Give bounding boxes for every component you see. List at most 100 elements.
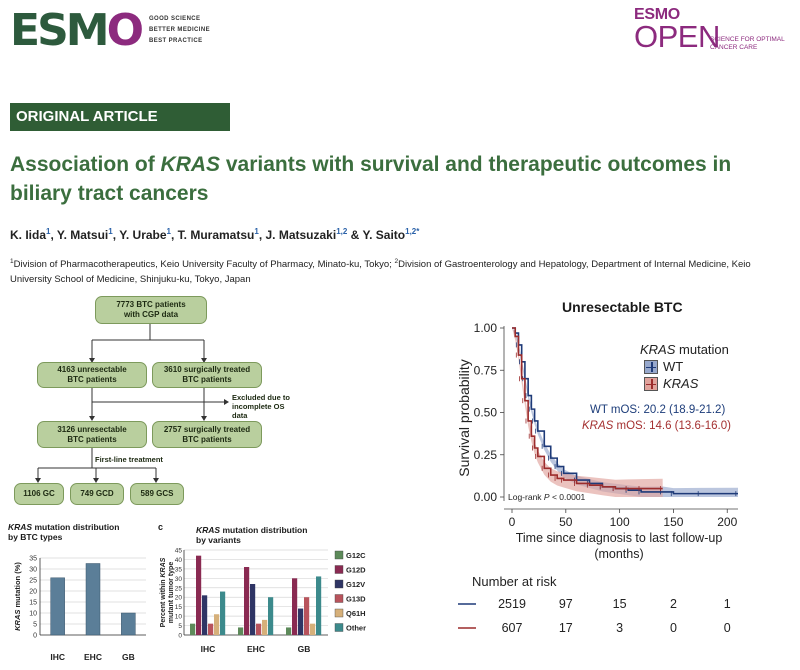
flow-box-unresectable: 4163 unresectable BTC patients — [37, 362, 147, 388]
y-label-line1: Percent within KRAS — [160, 557, 167, 627]
esmo-logo-letter: M — [65, 5, 110, 56]
author-list: K. Iida1, Y. Matsui1, Y. Urabe1, T. Mura… — [10, 227, 419, 242]
y-tick-label: 45 — [175, 548, 183, 555]
legend-label: Q61H — [346, 609, 366, 618]
swatch-v — [651, 361, 653, 372]
km-survival-plot: Unresectable BTC Survival probability 0.… — [440, 292, 800, 670]
esmo-logo-letter: O — [106, 5, 144, 56]
x-tick-label: IHC — [50, 652, 65, 662]
author-separator: , — [171, 228, 178, 242]
author-name: T. Muramatsu — [177, 228, 255, 242]
bar-g12d — [244, 567, 250, 635]
bar-g12v — [250, 584, 256, 635]
flow-first-line-label: First-line treatment — [95, 455, 163, 464]
esmo-logo-letter: S — [37, 5, 69, 56]
legend-label-wt: WT — [663, 359, 684, 374]
legend-label-kras: KRAS — [663, 376, 699, 391]
author-name: Y. Saito — [362, 228, 406, 242]
legend-label: Other — [346, 624, 366, 633]
esmo-open-logo: ESMO OPEN SCIENCE FOR OPTIMAL CANCER CAR… — [634, 6, 800, 56]
km-mos-wt: WT mOS: 20.2 (18.9-21.2) — [590, 404, 726, 416]
esmo-tagline-line: BETTER MEDICINE — [148, 27, 210, 33]
chart-title-rest: mutation distribution — [220, 525, 308, 535]
bar-q61h — [262, 619, 268, 635]
risk-value: 3 — [616, 621, 623, 635]
esmo-logo: ESMO GOOD SCIENCE BETTER MEDICINE BEST P… — [10, 8, 210, 54]
legend-swatch — [334, 565, 344, 574]
y-tick-label: 0.00 — [474, 490, 498, 504]
article-type-banner: ORIGINAL ARTICLE — [10, 103, 230, 131]
y-tick-label: 30 — [175, 576, 183, 583]
y-tick-label: 5 — [178, 623, 182, 630]
y-tick-label: 1.00 — [474, 321, 498, 335]
flow-box-gcs: 589 GCS — [130, 483, 184, 505]
flow-box-all-patients: 7773 BTC patients with CGP data — [95, 296, 207, 324]
bar — [121, 612, 136, 636]
bar-g12c — [238, 627, 244, 635]
y-tick-label: 5 — [33, 622, 37, 629]
y-tick-label: 0.25 — [474, 448, 498, 462]
x-tick-label: 50 — [559, 515, 573, 529]
affiliation-text: Division of Gastroenterology and Hepatol… — [10, 259, 751, 286]
y-axis-label: KRAS mutation (%) — [13, 562, 22, 631]
chart-title: KRAS mutation distribution by variants — [196, 525, 307, 545]
survival-curve-kras — [512, 327, 663, 490]
km-legend-wt: WT — [644, 359, 683, 374]
chart-title-rest: mutation distribution — [32, 522, 120, 532]
patient-flowchart: 7773 BTC patients with CGP data 4163 unr… — [0, 292, 300, 512]
author-name: K. Iida — [10, 228, 47, 242]
chart-title-line2: by BTC types — [8, 532, 63, 542]
x-tick-label: GB — [122, 652, 135, 662]
risk-value: 97 — [559, 597, 573, 611]
author-separator: , — [112, 228, 120, 242]
legend-title-gene: KRAS — [640, 342, 676, 357]
x-tick-label: IHC — [201, 644, 216, 654]
km-title: Unresectable BTC — [562, 299, 683, 315]
y-label-gene: KRAS — [13, 610, 22, 631]
risk-value: 15 — [613, 597, 627, 611]
y-tick-label: 35 — [175, 566, 183, 573]
legend-label: G13D — [346, 595, 366, 604]
author-separator: & — [347, 228, 363, 242]
legend-swatch — [334, 550, 344, 560]
bar-other — [268, 597, 274, 635]
legend-label: G12D — [346, 566, 366, 575]
y-label-text: Percent within — [160, 578, 167, 628]
author-affiliation-mark: 1 — [254, 227, 259, 236]
bar-g13d — [208, 623, 214, 635]
title-part: Association of — [10, 153, 161, 176]
x-tick-label: EHC — [247, 644, 265, 654]
flow-box-gc: 1106 GC — [14, 483, 64, 505]
bar-g12c — [286, 627, 292, 635]
author-name: J. Matsuzaki — [265, 228, 337, 242]
bar-q61h — [214, 614, 220, 635]
x-tick-label: 0 — [509, 515, 516, 529]
panel-label: c — [158, 522, 164, 532]
flow-box-gcd: 749 GCD — [70, 483, 124, 505]
x-tick-label: 100 — [610, 515, 630, 529]
y-tick-label: 25 — [175, 585, 183, 592]
x-tick-label: 200 — [717, 515, 737, 529]
author-affiliation-mark: 1 — [108, 227, 113, 236]
bar-chart-svg: 0 5 10 15 20 25 30 35 IHC EHC GB KRAS mutation (%) — [13, 556, 146, 662]
legend-swatch — [334, 608, 344, 618]
logrank-p: P — [543, 492, 550, 502]
y-tick-label: 15 — [29, 600, 37, 607]
y-tick-label: 40 — [175, 557, 183, 564]
risk-table-title: Number at risk — [472, 574, 557, 589]
author-affiliation-mark: 1 — [46, 227, 51, 236]
y-tick-label: 30 — [29, 567, 37, 574]
x-tick-label: EHC — [84, 652, 102, 662]
y-tick-label: 15 — [175, 604, 183, 611]
esmo-logo-letter: E — [10, 5, 40, 56]
swatch-v — [651, 378, 653, 389]
bar-other — [316, 576, 322, 635]
legend-swatch-kras — [644, 376, 658, 391]
flow-excluded-label: Excluded due to incomplete OS data — [232, 393, 290, 420]
author-separator: , — [258, 228, 266, 242]
affiliations: 1Division of Pharmacotherapeutics, Keio … — [10, 254, 790, 287]
km-x-axis-label: Time since diagnosis to last follow-up (m… — [484, 530, 754, 562]
flow-box-surgical-final: 2757 surgically treated BTC patients — [152, 421, 262, 448]
y-label-line2: mutant tumor type — [168, 562, 175, 624]
